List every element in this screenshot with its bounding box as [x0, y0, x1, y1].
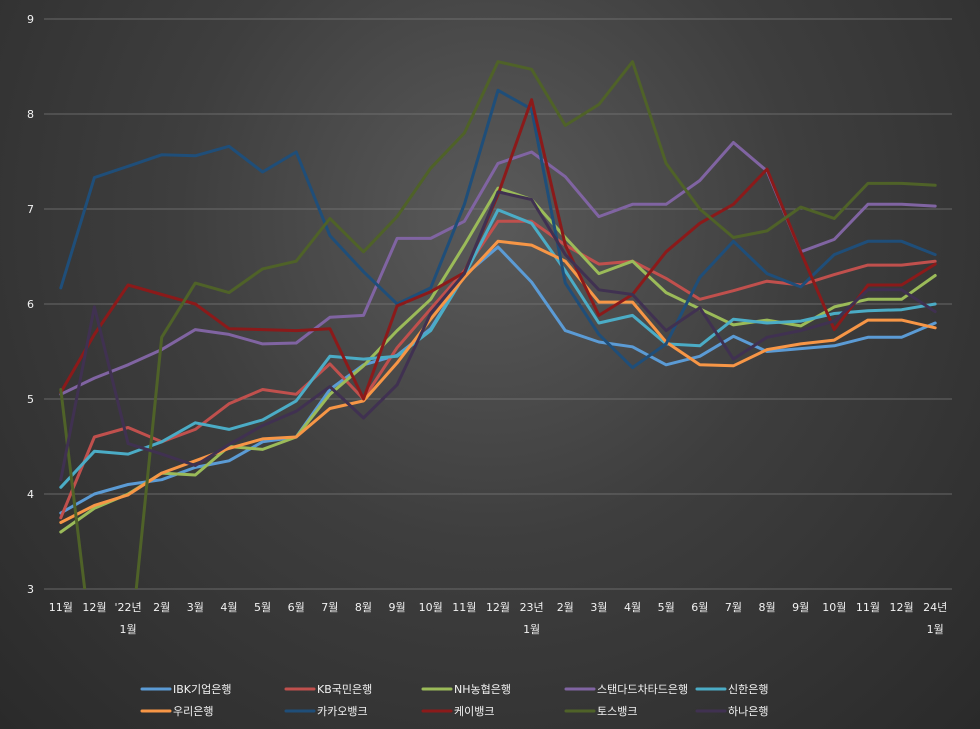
y-tick-label: 3 — [27, 583, 34, 596]
legend-label: 하나은행 — [728, 704, 768, 718]
x-tick-sublabel: 1월 — [523, 623, 540, 636]
y-axis-ticks: 3 4 5 6 7 8 9 — [27, 13, 34, 596]
series-lines — [59, 60, 937, 589]
x-tick-label: 7월 — [321, 601, 338, 614]
x-tick-label: 8월 — [758, 601, 775, 614]
series-line-6 — [59, 239, 937, 524]
legend-item: 카카오뱅크 — [284, 705, 368, 718]
legend-item: IBK기업은행 — [140, 683, 231, 696]
gridlines — [44, 18, 952, 590]
series-line-4 — [59, 141, 937, 396]
x-tick-label: 9월 — [792, 601, 809, 614]
legend-label: KB국민은행 — [317, 683, 372, 696]
legend-item: 스탠다드차타드은행 — [564, 683, 688, 696]
x-tick-label: 11월 — [452, 601, 476, 614]
legend-label: 우리은행 — [173, 705, 213, 718]
x-tick-label: 12월 — [889, 601, 913, 614]
y-tick-label: 6 — [27, 298, 34, 311]
x-tick-label: 7월 — [725, 601, 742, 614]
x-tick-label: 4월 — [220, 601, 237, 614]
legend-label: 토스뱅크 — [597, 705, 637, 718]
y-tick-label: 4 — [27, 488, 34, 501]
x-tick-label: 11월 — [49, 601, 73, 614]
x-tick-label: 6월 — [288, 601, 305, 614]
x-tick-label: 24년 — [923, 601, 947, 614]
x-axis-ticks: 11월 12월 '22년 1월 2월 3월 4월 5월 6월 7월 8월 9월 10월 11월 12월 23년… — [49, 601, 947, 636]
x-tick-label: 12월 — [486, 601, 510, 614]
series-line-9 — [59, 60, 937, 589]
legend-label: 카카오뱅크 — [317, 705, 368, 718]
x-tick-label: 11월 — [856, 601, 880, 614]
legend-item: 우리은행 — [140, 705, 213, 718]
y-tick-label: 8 — [27, 108, 34, 121]
x-tick-label: 12월 — [82, 601, 106, 614]
series-line-10 — [59, 190, 937, 482]
legend-item: NH농협은행 — [421, 683, 511, 696]
legend-label: IBK기업은행 — [173, 683, 231, 696]
legend-label: 케이뱅크 — [454, 705, 494, 718]
y-tick-label: 9 — [27, 13, 34, 26]
x-tick-label: 4월 — [624, 601, 641, 614]
x-tick-sublabel: 1월 — [120, 623, 137, 636]
legend-item: 토스뱅크 — [564, 705, 637, 718]
y-tick-label: 5 — [27, 393, 34, 406]
legend-item: 케이뱅크 — [421, 705, 494, 718]
series-line-3 — [59, 186, 937, 534]
legend-item: KB국민은행 — [284, 683, 372, 696]
x-tick-label: '22년 — [114, 601, 141, 614]
series-line-7 — [59, 88, 937, 370]
x-tick-label: 2월 — [557, 601, 574, 614]
x-tick-label: 10월 — [419, 601, 443, 614]
x-tick-label: 6월 — [691, 601, 708, 614]
legend-label: NH농협은행 — [454, 683, 511, 696]
x-tick-label: 2월 — [153, 601, 170, 614]
legend-item: 신한은행 — [695, 683, 768, 696]
x-tick-label: 23년 — [520, 601, 544, 614]
x-tick-label: 5월 — [254, 601, 271, 614]
x-tick-label: 3월 — [187, 601, 204, 614]
x-tick-label: 8월 — [355, 601, 372, 614]
y-tick-label: 7 — [27, 203, 34, 216]
x-tick-label: 5월 — [658, 601, 675, 614]
legend-item: 하나은행 — [695, 704, 768, 718]
x-tick-label: 3월 — [590, 601, 607, 614]
legend-label: 신한은행 — [728, 683, 768, 696]
legend-label: 스탠다드차타드은행 — [597, 683, 688, 696]
series-line-5 — [59, 208, 937, 489]
x-tick-sublabel: 1월 — [927, 623, 944, 636]
x-tick-label: 9월 — [389, 601, 406, 614]
x-tick-label: 10월 — [822, 601, 846, 614]
